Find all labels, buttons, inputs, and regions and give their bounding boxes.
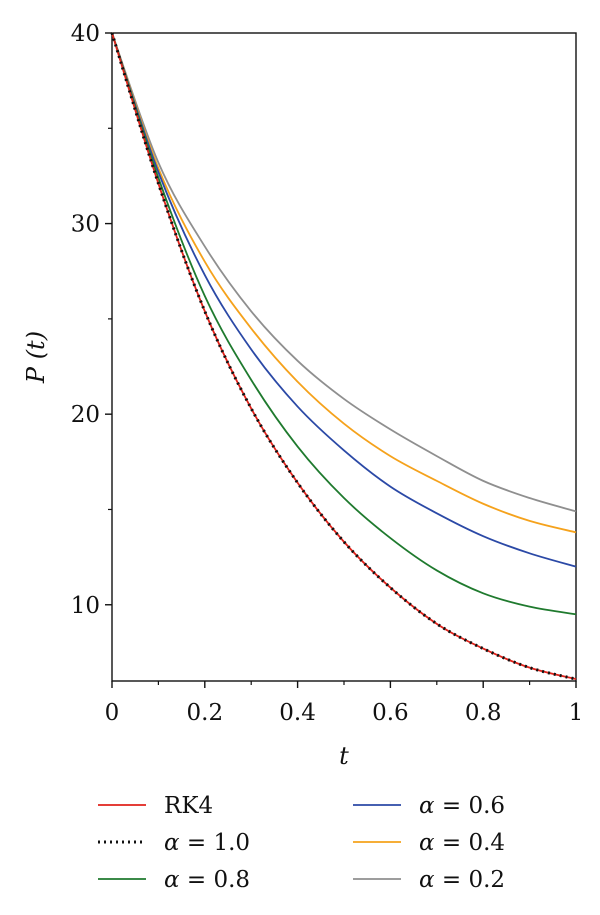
- legend-label: α = 0.4: [419, 830, 505, 856]
- axes-layer: 0 0.2 0.4 0.6 0.8 1 10 20 30 40: [71, 21, 584, 726]
- series-line-4: [111, 32, 577, 534]
- series-line-5: [111, 32, 577, 513]
- x-tick-label: 0.6: [372, 700, 409, 726]
- y-tick-label: 30: [71, 212, 100, 238]
- legend-label: RK4: [164, 793, 213, 819]
- plot-area: [111, 32, 577, 682]
- series-line-1: [110, 32, 577, 681]
- x-tick-label: 0.2: [187, 700, 224, 726]
- legend-label: α = 0.2: [419, 867, 505, 893]
- x-tick-label: 1: [569, 700, 584, 726]
- series-line-2: [111, 32, 577, 616]
- plot-frame: [111, 32, 577, 682]
- series-line-0: [111, 32, 577, 680]
- series-line-3: [111, 32, 577, 568]
- y-axis-label: P (t): [22, 331, 50, 384]
- y-tick-label: 20: [71, 402, 100, 428]
- x-tick-label: 0: [105, 700, 120, 726]
- x-axis-label: t: [339, 742, 349, 770]
- legend: RK4 α = 1.0 α = 0.8 α = 0.6 α = 0.4 α = 0.2: [98, 793, 505, 893]
- legend-label: α = 0.6: [419, 793, 505, 819]
- legend-label: α = 0.8: [164, 867, 250, 893]
- series-layer: [110, 32, 577, 681]
- legend-label: α = 1.0: [164, 830, 250, 856]
- x-tick-label: 0.8: [465, 700, 502, 726]
- y-tick-label: 40: [71, 21, 100, 47]
- x-tick-label: 0.4: [279, 700, 316, 726]
- y-tick-label: 10: [71, 593, 100, 619]
